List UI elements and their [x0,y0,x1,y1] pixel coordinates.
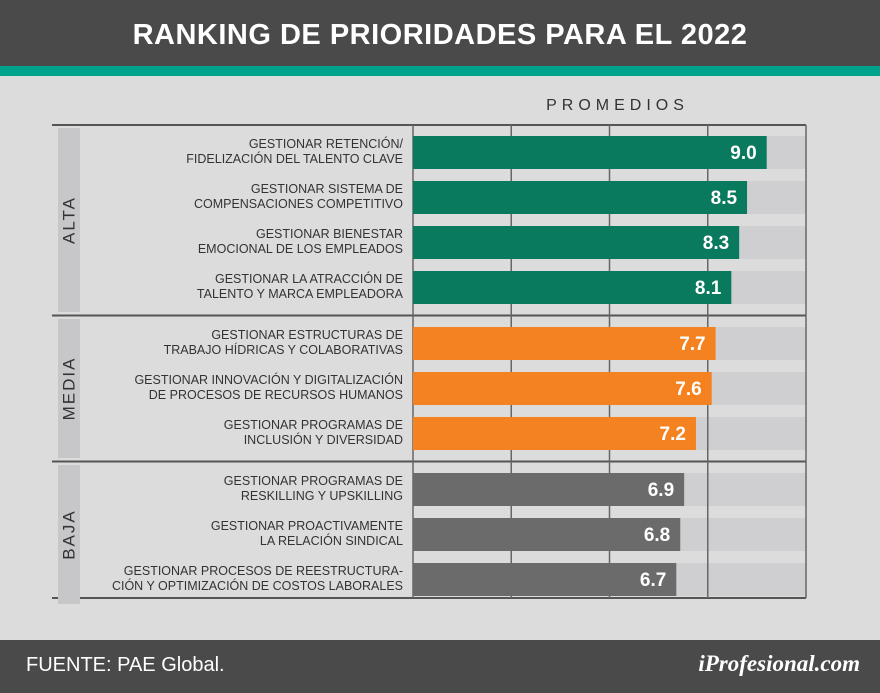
category-label-line: GESTIONAR SISTEMA DE [251,182,403,196]
category-label-line: GESTIONAR PROGRAMAS DE [224,474,403,488]
category-label-line: TRABAJO HÍDRICAS Y COLABORATIVAS [164,342,403,357]
category-label-line: GESTIONAR RETENCIÓN/ [249,136,404,151]
bar-category-label: GESTIONAR PROGRAMAS DE INCLUSIÓN Y DIVERS… [224,418,403,447]
group-media: MEDIA 7.7 GESTIONAR ESTRUCTURAS DE TRABAJO … [58,319,716,458]
bar-category-label: GESTIONAR ESTRUCTURAS DE TRABAJO HÍDRICAS… [164,328,403,357]
bar [413,327,716,360]
bar [413,226,740,259]
bar [413,136,767,169]
priority-bar-chart: PROMEDIOS ALTA 9.0 GESTIONAR RETENCIÓN/FIDE… [52,97,807,604]
bar-value-label: 7.6 [675,379,701,400]
category-label-line: DE PROCESOS DE RECURSOS HUMANOS [149,388,403,402]
bar-value-label: 6.8 [644,525,670,546]
category-label-line: GESTIONAR ESTRUCTURAS DE [211,328,403,342]
group-band [58,465,80,604]
bar [413,473,685,506]
category-label-line: TALENTO Y MARCA EMPLEADORA [197,287,404,301]
bar-category-label: GESTIONAR LA ATRACCIÓN DE TALENTO Y MARCA… [197,271,404,301]
source-note: FUENTE: PAE Global. [26,654,225,676]
accent-stripe [0,66,880,76]
category-label-line: GESTIONAR BIENESTAR [256,227,403,241]
group-band [58,128,80,312]
bar-category-label: GESTIONAR PROACTIVAMENTE LA RELACIÓN SIND… [211,519,403,548]
bar-category-label: GESTIONAR BIENESTAR EMOCIONAL DE LOS EMPL… [198,227,403,256]
bar [413,181,748,214]
bar-value-label: 8.3 [703,233,729,254]
bar [413,271,732,304]
category-label-line: GESTIONAR PROCESOS DE REESTRUCTURA- [124,564,403,578]
group-label: MEDIA [60,357,79,421]
category-label-line: GESTIONAR PROACTIVAMENTE [211,519,403,533]
brand-logo: iProfesional.com [698,651,860,676]
group-band [58,319,80,458]
category-label-line: INCLUSIÓN Y DIVERSIDAD [244,432,403,447]
group-label: BAJA [60,509,79,560]
bar-category-label: GESTIONAR SISTEMA DE COMPENSACIONES COMPE… [194,182,403,211]
bar-value-label: 8.5 [711,188,738,209]
category-label-line: EMOCIONAL DE LOS EMPLEADOS [198,242,403,256]
bar-category-label: GESTIONAR RETENCIÓN/FIDELIZACIÓN DEL TAL… [186,136,403,166]
bar [413,372,712,405]
bar [413,417,696,450]
category-label-line: GESTIONAR PROGRAMAS DE [224,418,403,432]
bar-category-label: GESTIONAR INNOVACIÓN Y DIGITALIZACIÓN DE … [134,372,403,402]
bar-value-label: 9.0 [730,143,756,164]
bar-value-label: 6.9 [648,480,674,501]
bar [413,518,681,551]
bar [413,563,677,596]
category-label-line: GESTIONAR LA ATRACCIÓN DE [215,271,403,286]
category-label-line: GESTIONAR INNOVACIÓN Y DIGITALIZACIÓN [134,372,403,387]
bar-value-label: 6.7 [640,570,666,591]
category-label-line: FIDELIZACIÓN DEL TALENTO CLAVE [186,151,403,166]
category-label-line: RESKILLING Y UPSKILLING [241,489,403,503]
bar-value-label: 7.7 [679,334,705,355]
category-label-line: LA RELACIÓN SINDICAL [260,533,403,548]
bar-value-label: 8.1 [695,278,722,299]
page-title: RANKING DE PRIORIDADES PARA EL 2022 [0,0,880,66]
group-alta: ALTA 9.0 GESTIONAR RETENCIÓN/FIDELIZACIÓN … [58,128,767,312]
bar-category-label: GESTIONAR PROGRAMAS DE RESKILLING Y UPSKI… [224,474,403,503]
category-label-line: COMPENSACIONES COMPETITIVO [194,197,403,211]
bar-value-label: 7.2 [660,424,686,445]
bar-category-label: GESTIONAR PROCESOS DE REESTRUCTURA-CIÓN … [112,564,403,593]
footer: FUENTE: PAE Global. iProfesional.com [0,640,880,693]
group-baja: BAJA 6.9 GESTIONAR PROGRAMAS DE RESKILLING … [58,465,685,604]
category-label-line: CIÓN Y OPTIMIZACIÓN DE COSTOS LABORALES [112,578,403,593]
axis-title: PROMEDIOS [546,97,689,114]
group-label: ALTA [60,196,79,244]
